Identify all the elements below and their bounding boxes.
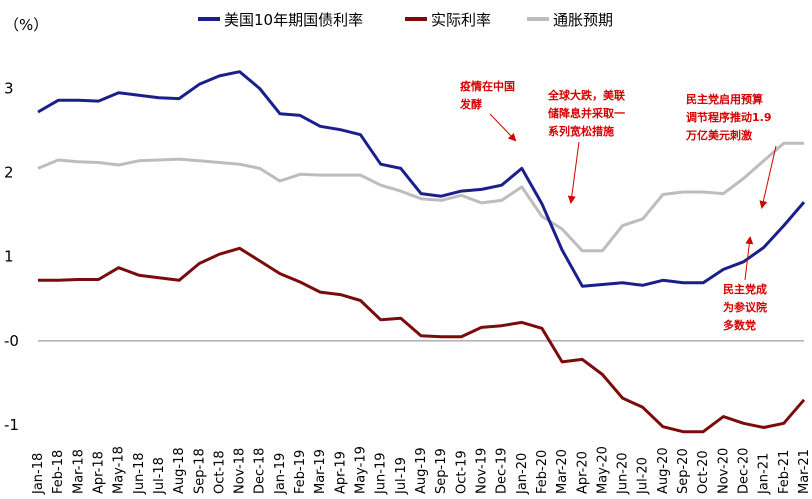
annotation-senate: 民主党成 为参议院 多数党: [723, 236, 767, 332]
annotation-epidemic-line2: 发酵: [459, 97, 482, 111]
annotation-senate-line2: 为参议院: [723, 300, 767, 314]
annotation-senate-arrow: [744, 236, 754, 281]
x-tick-label: May-19: [354, 446, 369, 494]
annotation-stimulus-line3: 万亿美元刺激: [685, 128, 752, 142]
annotation-crash-line3: 系列宽松措施: [548, 124, 614, 138]
x-tick-label: Mar-21: [797, 449, 812, 494]
y-tick-label: 1: [4, 248, 14, 266]
annotation-senate-line1: 民主党成: [723, 282, 767, 296]
annotation-epidemic-arrow: [489, 113, 517, 142]
x-tick-label: Jul-18: [152, 457, 167, 495]
x-tick-label: Nov-19: [474, 448, 489, 494]
x-tick-label: Feb-18: [51, 450, 66, 494]
annotation-crash-line2: 储降息并采取一: [548, 106, 625, 120]
x-tick-label: Feb-21: [777, 450, 792, 494]
x-tick-label: Dec-19: [495, 448, 510, 494]
x-tick-label: Mar-20: [555, 449, 570, 494]
x-tick-label: Oct-18: [212, 450, 227, 494]
x-tick-label: Sep-19: [434, 448, 449, 494]
x-tick-label: Dec-18: [253, 448, 268, 494]
legend-label-treasury: 美国10年期国债利率: [224, 11, 363, 29]
x-tick-label: Sep-20: [676, 448, 691, 494]
legend: 美国10年期国债利率 实际利率 通胀预期: [198, 11, 613, 29]
legend-label-real-rate: 实际利率: [431, 11, 491, 29]
y-tick-label: 2: [4, 164, 14, 182]
unit-label: （%）: [4, 16, 48, 34]
series-line-0: [37, 70, 806, 288]
x-tick-label: Jul-19: [394, 457, 409, 495]
legend-label-inflation: 通胀预期: [553, 11, 613, 29]
x-tick-label: May-20: [595, 446, 610, 494]
y-tick-label: -1: [4, 416, 19, 434]
x-tick-label: Jan-21: [757, 453, 772, 495]
annotation-stimulus-line1: 民主党启用预算: [686, 92, 763, 106]
x-tick-label: Nov-20: [716, 448, 731, 494]
y-axis-ticks: 3 2 1 -0 -1: [4, 79, 19, 434]
x-tick-label: Jan-20: [515, 453, 530, 495]
annotation-senate-line3: 多数党: [723, 318, 756, 332]
x-axis-ticks: Jan-18 Feb-18 Mar-18 Apr-18 May-18 Jun-18 Jul-…: [31, 446, 812, 495]
annotation-epidemic: 疫情在中国 发酵: [459, 79, 517, 142]
annotation-epidemic-line1: 疫情在中国: [460, 79, 515, 93]
series-layer: [37, 70, 806, 434]
x-tick-label: Feb-19: [293, 450, 308, 494]
annotation-crash: 全球大跌，美联 储降息并采取一 系列宽松措施: [547, 88, 625, 204]
x-tick-label: Jan-18: [31, 453, 46, 495]
x-tick-label: Jun-18: [132, 452, 147, 495]
annotation-stimulus-arrow: [759, 145, 777, 209]
annotation-stimulus: 民主党启用预算 调节程序推动1.9 万亿美元刺激: [685, 92, 777, 209]
x-tick-label: Mar-19: [313, 449, 328, 494]
x-tick-label: May-18: [112, 446, 127, 494]
series-line-1: [38, 246, 806, 434]
x-tick-label: Oct-20: [696, 450, 711, 494]
x-tick-label: Aug-18: [172, 447, 187, 494]
x-tick-label: Dec-20: [737, 448, 752, 494]
x-tick-label: Sep-18: [192, 448, 207, 494]
x-tick-label: Oct-19: [454, 450, 469, 494]
x-tick-label: Jul-20: [636, 457, 651, 495]
series-line-2: [37, 141, 804, 253]
x-tick-label: Feb-20: [535, 450, 550, 494]
x-tick-label: Apr-19: [333, 451, 348, 494]
x-tick-label: Apr-18: [91, 451, 106, 494]
x-tick-label: Jun-19: [374, 452, 389, 495]
annotation-crash-arrow: [567, 141, 580, 204]
x-tick-label: Mar-18: [71, 449, 86, 494]
annotation-crash-line1: 全球大跌，美联: [547, 88, 625, 102]
x-tick-label: Jan-19: [273, 453, 288, 495]
x-tick-label: Apr-20: [575, 451, 590, 494]
x-tick-label: Aug-19: [414, 447, 429, 494]
x-tick-label: Aug-20: [656, 447, 671, 494]
y-tick-label: -0: [4, 332, 19, 350]
x-tick-label: Jun-20: [616, 452, 631, 495]
annotation-stimulus-line2: 调节程序推动1.9: [686, 110, 772, 124]
x-tick-label: Nov-18: [233, 448, 248, 494]
y-tick-label: 3: [4, 79, 14, 97]
